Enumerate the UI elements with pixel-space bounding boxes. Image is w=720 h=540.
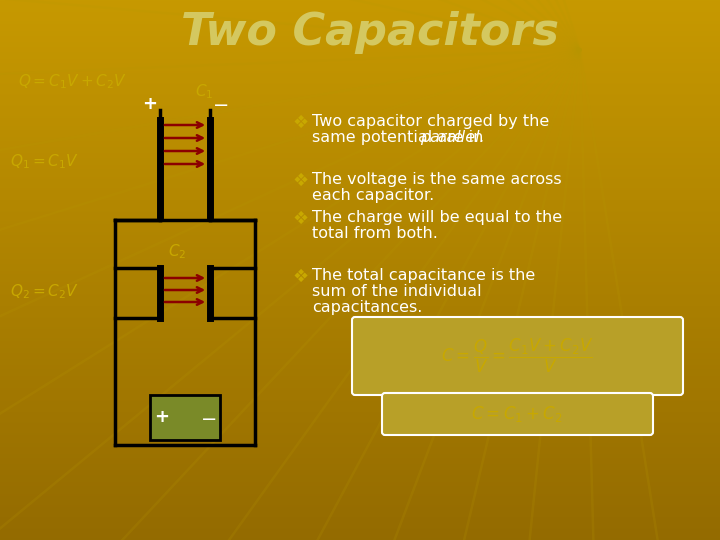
Text: $C = \dfrac{Q}{V} = \dfrac{C_1V + C_2V}{V}$: $C = \dfrac{Q}{V} = \dfrac{C_1V + C_2V}{… bbox=[441, 337, 593, 375]
Text: $Q = C_1V + C_2V$: $Q = C_1V + C_2V$ bbox=[18, 73, 127, 91]
Text: Two capacitor charged by the: Two capacitor charged by the bbox=[312, 114, 549, 129]
Text: capacitances.: capacitances. bbox=[312, 300, 423, 315]
Text: ❖: ❖ bbox=[292, 210, 308, 228]
Text: $C = C_1 + C_2$: $C = C_1 + C_2$ bbox=[471, 404, 563, 424]
Text: ❖: ❖ bbox=[292, 268, 308, 286]
FancyBboxPatch shape bbox=[382, 393, 653, 435]
Bar bbox=[150, 395, 220, 440]
Text: sum of the individual: sum of the individual bbox=[312, 284, 482, 299]
Text: $C_1$: $C_1$ bbox=[195, 83, 213, 102]
Text: parallel.: parallel. bbox=[420, 130, 485, 145]
Text: ❖: ❖ bbox=[292, 114, 308, 132]
Text: same potential are in: same potential are in bbox=[312, 130, 488, 145]
Text: +: + bbox=[143, 95, 158, 113]
FancyBboxPatch shape bbox=[352, 317, 683, 395]
Text: Two Capacitors: Two Capacitors bbox=[181, 10, 559, 53]
Text: $-$: $-$ bbox=[212, 94, 228, 113]
Text: The total capacitance is the: The total capacitance is the bbox=[312, 268, 535, 283]
Text: ❖: ❖ bbox=[292, 172, 308, 190]
Text: $-$: $-$ bbox=[200, 408, 216, 427]
Text: The charge will be equal to the: The charge will be equal to the bbox=[312, 210, 562, 225]
Text: total from both.: total from both. bbox=[312, 226, 438, 241]
Text: each capacitor.: each capacitor. bbox=[312, 188, 434, 203]
Text: +: + bbox=[155, 408, 169, 427]
Text: $Q_2 = C_2V$: $Q_2 = C_2V$ bbox=[10, 282, 79, 301]
Text: The voltage is the same across: The voltage is the same across bbox=[312, 172, 562, 187]
Text: $C_2$: $C_2$ bbox=[168, 242, 186, 261]
Text: $Q_1 = C_1V$: $Q_1 = C_1V$ bbox=[10, 153, 79, 171]
